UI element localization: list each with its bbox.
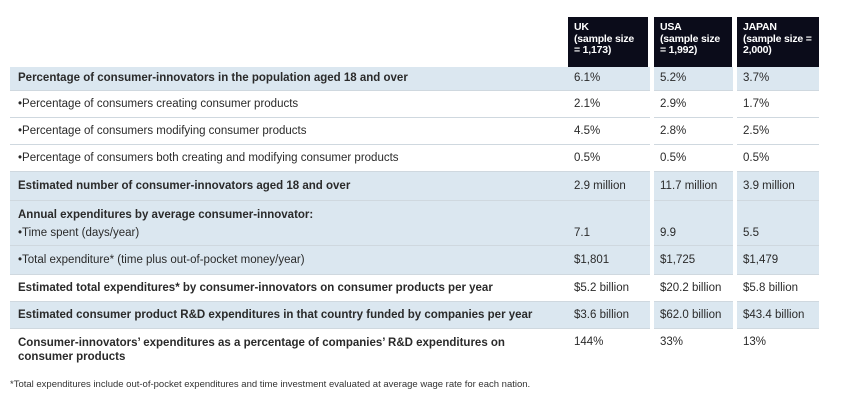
uk-value: 6.1% — [574, 72, 601, 84]
row-label: Estimated total expenditures* by consume… — [18, 282, 493, 294]
row-label: •Percentage of consumers modifying consu… — [18, 125, 307, 137]
japan-value: 13% — [743, 336, 767, 348]
uk-value: $1,801 — [574, 254, 610, 266]
row-label: Annual expenditures by average consumer-… — [18, 209, 314, 221]
uk-value: 4.5% — [574, 125, 601, 137]
column-divider — [733, 17, 737, 369]
japan-value: 3.9 million — [743, 180, 795, 192]
table-row: •Total expenditure* (time plus out-of-po… — [10, 246, 819, 275]
usa-value: $62.0 billion — [660, 309, 722, 321]
usa-value: 9.9 — [660, 227, 676, 239]
table-row: Percentage of consumer-innovators in the… — [10, 67, 819, 91]
header-country: USA — [660, 21, 682, 33]
usa-value: 0.5% — [660, 152, 687, 164]
row-label: Consumer-innovators’ expenditures as a p… — [18, 337, 505, 363]
table-row: Estimated consumer product R&D expenditu… — [10, 302, 819, 329]
footnote: *Total expenditures include out-of-pocke… — [10, 379, 531, 390]
usa-value: $1,725 — [660, 254, 696, 266]
row-label: •Percentage of consumers creating consum… — [18, 98, 299, 110]
row-label: Percentage of consumer-innovators in the… — [18, 72, 408, 84]
column-header-usa: USA (sample size = 1,992) — [654, 17, 732, 67]
uk-value: 2.9 million — [574, 180, 626, 192]
usa-value: 5.2% — [660, 72, 687, 84]
row-label: •Time spent (days/year) — [18, 227, 140, 239]
table-row: Consumer-innovators’ expenditures as a p… — [10, 329, 819, 369]
column-divider — [650, 17, 654, 369]
header-country: JAPAN — [743, 21, 777, 33]
usa-value: 33% — [660, 336, 684, 348]
row-label: •Total expenditure* (time plus out-of-po… — [18, 254, 305, 266]
table-row: Estimated number of consumer-innovators … — [10, 172, 819, 201]
japan-value: $5.8 billion — [743, 282, 798, 294]
row-label: •Percentage of consumers both creating a… — [18, 152, 399, 164]
table-row: •Percentage of consumers creating consum… — [10, 91, 819, 118]
table-row: •Percentage of consumers both creating a… — [10, 145, 819, 172]
column-header-japan: JAPAN (sample size = 2,000) — [737, 17, 819, 67]
uk-value: 0.5% — [574, 152, 601, 164]
usa-value: 11.7 million — [660, 180, 718, 192]
row-label: Estimated number of consumer-innovators … — [18, 180, 351, 192]
japan-value: 0.5% — [743, 152, 770, 164]
japan-value: $43.4 billion — [743, 309, 805, 321]
japan-value: 1.7% — [743, 98, 770, 110]
header-country: UK — [574, 21, 589, 33]
column-header-uk: UK (sample size = 1,173) — [568, 17, 648, 67]
japan-value: 3.7% — [743, 72, 770, 84]
uk-value: 144% — [574, 336, 604, 348]
usa-value: 2.8% — [660, 125, 687, 137]
japan-value: $1,479 — [743, 254, 779, 266]
table-row: Estimated total expenditures* by consume… — [10, 275, 819, 302]
table-row: Annual expenditures by average consumer-… — [10, 201, 819, 246]
uk-value: 7.1 — [574, 227, 590, 239]
uk-value: $5.2 billion — [574, 282, 629, 294]
header-sample-size: (sample size = 1,992) — [660, 32, 721, 56]
table-row: •Percentage of consumers modifying consu… — [10, 118, 819, 145]
row-label: Estimated consumer product R&D expenditu… — [18, 309, 533, 321]
uk-value: 2.1% — [574, 98, 601, 110]
header-sample-size: (sample size = 1,173) — [574, 32, 635, 56]
japan-value: 5.5 — [743, 227, 759, 239]
header-sample-size: (sample size = 2,000) — [743, 32, 812, 56]
uk-value: $3.6 billion — [574, 309, 629, 321]
usa-value: $20.2 billion — [660, 282, 722, 294]
usa-value: 2.9% — [660, 98, 687, 110]
japan-value: 2.5% — [743, 125, 770, 137]
